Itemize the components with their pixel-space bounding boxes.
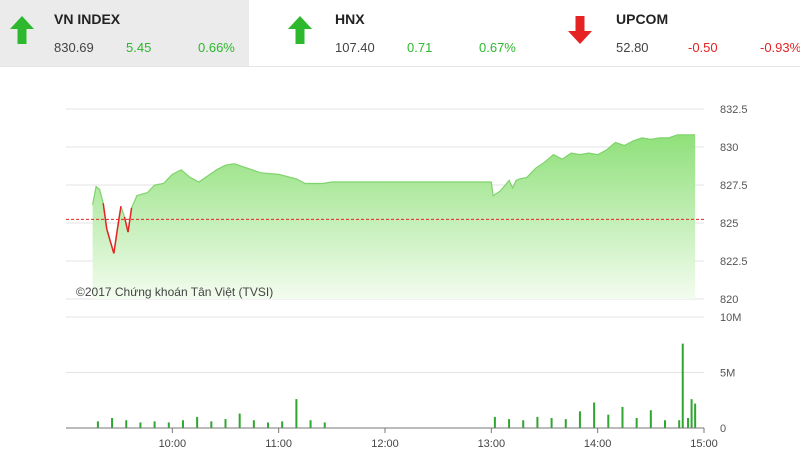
- chart-axes: 832.5 830 827.5 825 822.5 820 10M 5M 0 10:00 11:00…: [66, 104, 748, 450]
- volume-bar: [267, 422, 270, 428]
- volume-bar: [578, 411, 581, 428]
- volume-bar: [493, 416, 496, 428]
- volume-bar: [687, 418, 690, 428]
- volume-bar: [238, 413, 241, 428]
- volume-bar: [536, 416, 539, 428]
- price-line-below-reference: [113, 228, 119, 254]
- volume-bar: [678, 420, 681, 428]
- price-tick-label: 830: [720, 142, 738, 154]
- index-summary-header: VN INDEX 830.69 5.45 0.66% HNX 107.40 0.…: [0, 0, 800, 67]
- price-line-below-reference: [102, 203, 108, 230]
- index-panel-vnindex[interactable]: VN INDEX 830.69 5.45 0.66%: [0, 0, 249, 66]
- time-tick-label: 14:00: [584, 438, 612, 450]
- price-tick-label: 820: [720, 294, 738, 306]
- header-divider: [0, 66, 800, 67]
- volume-bar: [167, 422, 170, 428]
- price-tick-label: 827.5: [720, 180, 748, 192]
- time-tick-label: 13:00: [478, 438, 506, 450]
- index-change: 0.71: [407, 40, 433, 55]
- volume-bar: [323, 422, 326, 428]
- volume-bar: [111, 418, 114, 428]
- time-tick-label: 11:00: [265, 438, 292, 450]
- volume-bar: [295, 399, 298, 428]
- volume-bars: [96, 343, 697, 428]
- volume-bar: [210, 421, 213, 428]
- index-value: 52.80: [616, 40, 649, 55]
- volume-bar: [550, 418, 553, 428]
- index-panel-upcom[interactable]: UPCOM 52.80 -0.50 -0.93%: [562, 0, 800, 66]
- time-tick-label: 15:00: [690, 438, 718, 450]
- arrow-down-icon: [568, 16, 592, 44]
- volume-bar: [281, 421, 284, 428]
- volume-bar: [153, 421, 156, 428]
- volume-bar: [125, 420, 128, 428]
- arrow-up-icon: [288, 16, 312, 44]
- volume-bar: [181, 420, 184, 428]
- price-line-below-reference: [123, 216, 129, 233]
- volume-bar: [522, 420, 525, 428]
- index-panel-hnx[interactable]: HNX 107.40 0.71 0.67%: [281, 0, 531, 66]
- volume-bar: [635, 418, 638, 428]
- volume-bar: [309, 420, 312, 428]
- price-line-below-reference: [116, 206, 122, 230]
- volume-tick-label: 0: [720, 423, 726, 435]
- price-tick-label: 825: [720, 218, 738, 230]
- volume-tick-label: 5M: [720, 368, 735, 380]
- volume-bar: [664, 420, 667, 428]
- price-area-fill: [92, 134, 696, 299]
- chart-watermark: ©2017 Chứng khoán Tân Việt (TVSI): [76, 285, 273, 299]
- volume-bar: [508, 419, 511, 428]
- volume-bar: [649, 410, 652, 428]
- index-change: -0.50: [688, 40, 718, 55]
- price-tick-label: 832.5: [720, 104, 748, 116]
- index-name: UPCOM: [616, 11, 669, 27]
- time-tick-label: 12:00: [371, 438, 399, 450]
- price-tick-label: 822.5: [720, 256, 748, 268]
- volume-bar: [196, 416, 199, 428]
- index-name: VN INDEX: [54, 11, 121, 27]
- index-change: 5.45: [126, 40, 152, 55]
- price-area-series: [92, 134, 696, 299]
- index-percent: 0.67%: [479, 40, 516, 55]
- index-value: 107.40: [335, 40, 375, 55]
- index-value: 830.69: [54, 40, 94, 55]
- price-line-below-reference: [106, 228, 112, 242]
- volume-bar: [621, 406, 624, 428]
- index-percent: -0.93%: [760, 40, 800, 55]
- volume-tick-label: 10M: [720, 312, 741, 324]
- volume-bar: [96, 421, 99, 428]
- volume-bar: [593, 402, 596, 428]
- volume-bar: [224, 419, 227, 428]
- volume-bar: [694, 403, 697, 428]
- index-name: HNX: [335, 11, 365, 27]
- volume-bar: [681, 343, 684, 428]
- volume-bar: [607, 414, 610, 428]
- volume-bar: [139, 422, 142, 428]
- time-tick-label: 10:00: [159, 438, 187, 450]
- volume-bar: [564, 419, 567, 428]
- volume-bar: [252, 420, 255, 428]
- price-line-below-reference: [109, 241, 115, 254]
- price-line-below-reference: [127, 207, 133, 233]
- volume-bar: [690, 399, 693, 428]
- index-percent: 0.66%: [198, 40, 235, 55]
- arrow-up-icon: [10, 16, 34, 44]
